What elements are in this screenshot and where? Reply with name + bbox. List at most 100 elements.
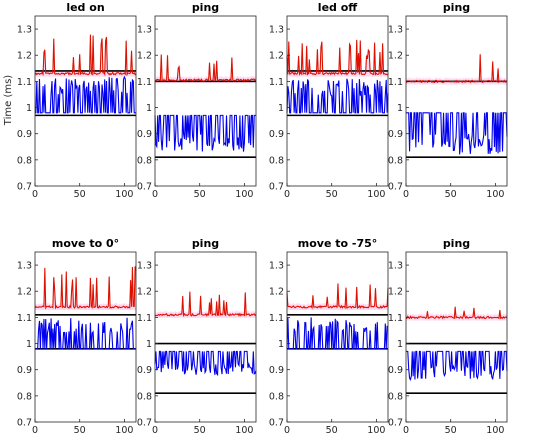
y-tick-label: 0.8 — [269, 391, 284, 402]
y-tick-label: 1 — [26, 339, 32, 350]
blue-series-line — [286, 78, 389, 114]
y-tick-label: 0.7 — [137, 418, 152, 429]
subplot-3: led off 0.7 0.8 0.9 1 1.1 1.2 1.3 0 50 100 — [269, 1, 389, 200]
blue-series-line — [154, 350, 257, 377]
subplot-4: ping 0.7 0.8 0.9 1 1.1 1.2 1.3 0 50 100 — [388, 1, 508, 200]
red-series-band — [155, 51, 256, 84]
subplot-title: led on — [66, 1, 104, 14]
y-tick-label: 0.9 — [269, 129, 284, 140]
x-tick-label: 50 — [74, 425, 86, 436]
y-tick-label: 1.2 — [388, 287, 403, 298]
x-tick-label: 50 — [326, 189, 338, 200]
subplot-title: move to 0° — [52, 237, 119, 250]
x-tick-label: 100 — [115, 425, 133, 436]
y-tick-label: 1 — [278, 339, 284, 350]
y-tick-label: 0.9 — [137, 129, 152, 140]
x-tick-label: 100 — [367, 425, 385, 436]
axes-box — [405, 251, 508, 423]
x-tick-label: 0 — [32, 425, 38, 436]
x-tick-label: 100 — [235, 425, 253, 436]
blue-series-line — [286, 317, 389, 350]
y-tick-label: 1.1 — [137, 313, 152, 324]
red-series-band — [35, 263, 136, 311]
y-tick-label: 0.9 — [388, 365, 403, 376]
y-tick-label: 1.3 — [388, 25, 403, 36]
x-tick-label: 50 — [445, 189, 457, 200]
y-tick-label: 1.2 — [17, 51, 32, 62]
x-tick-label: 50 — [445, 425, 457, 436]
y-tick-label: 1.1 — [17, 77, 32, 88]
subplot-title: ping — [192, 1, 219, 14]
axes-box — [34, 15, 137, 187]
x-tick-label: 0 — [403, 425, 409, 436]
y-tick-label: 0.9 — [17, 129, 32, 140]
blue-series-line — [35, 75, 136, 114]
red-series-line — [34, 266, 137, 310]
red-series-line — [286, 283, 389, 310]
y-tick-label: 1.1 — [17, 313, 32, 324]
x-tick-label: 100 — [115, 189, 133, 200]
y-tick-label: 0.8 — [137, 391, 152, 402]
x-tick-label: 0 — [32, 189, 38, 200]
red-series-line — [154, 291, 257, 318]
y-tick-label: 0.8 — [388, 391, 403, 402]
x-tick-label: 100 — [367, 189, 385, 200]
y-tick-label: 1.3 — [269, 25, 284, 36]
y-tick-label: 0.7 — [17, 418, 32, 429]
y-tick-label: 1.3 — [17, 25, 32, 36]
x-tick-label: 50 — [326, 425, 338, 436]
blue-series-line — [406, 112, 508, 155]
y-tick-label: 1.3 — [137, 261, 152, 272]
subplot-5: move to 0° 0.7 0.8 0.9 1 1.1 1.2 1.3 0 50 100 — [17, 237, 137, 436]
red-series-line — [34, 34, 137, 77]
red-series-line — [286, 39, 389, 76]
y-tick-label: 0.7 — [269, 418, 284, 429]
y-tick-label: 1.2 — [137, 51, 152, 62]
y-tick-label: 1.1 — [388, 77, 403, 88]
x-tick-label: 0 — [152, 189, 158, 200]
blue-series-line — [35, 317, 136, 350]
y-tick-label: 0.7 — [17, 182, 32, 193]
blue-series-line — [154, 114, 256, 152]
y-tick-label: 0.8 — [137, 155, 152, 166]
subplot-title: ping — [443, 1, 470, 14]
y-tick-label: 0.8 — [17, 391, 32, 402]
y-tick-label: 0.7 — [388, 418, 403, 429]
subplot-2: ping 0.7 0.8 0.9 1 1.1 1.2 1.3 0 50 100 — [137, 1, 257, 200]
y-tick-label: 0.9 — [269, 365, 284, 376]
y-tick-label: 1.2 — [269, 51, 284, 62]
axes-box — [154, 251, 257, 423]
subplot-6: ping 0.7 0.8 0.9 1 1.1 1.2 1.3 0 50 100 — [137, 237, 257, 436]
subplot-title: move to -75° — [298, 237, 378, 250]
y-tick-label: 1 — [397, 339, 403, 350]
x-tick-label: 100 — [486, 189, 504, 200]
red-series-line — [405, 54, 508, 84]
y-tick-label: 1.2 — [137, 287, 152, 298]
y-tick-label: 1.3 — [269, 261, 284, 272]
axes-box — [34, 251, 137, 423]
y-tick-label: 1.3 — [17, 261, 32, 272]
y-tick-label: 1 — [397, 103, 403, 114]
red-series-line — [154, 54, 257, 83]
red-series-band — [35, 31, 136, 77]
subplot-7: move to -75° 0.7 0.8 0.9 1 1.1 1.2 1.3 0 50 100 — [269, 237, 389, 436]
subplot-1: led on 0.7 0.8 0.9 1 1.1 1.2 1.3 0 50 100 — [17, 1, 137, 200]
x-tick-label: 50 — [194, 425, 206, 436]
y-tick-label: 0.8 — [269, 155, 284, 166]
red-series-line — [405, 306, 508, 320]
y-tick-label: 1.2 — [269, 287, 284, 298]
y-tick-label: 1.1 — [269, 77, 284, 88]
axes-box — [286, 251, 389, 423]
y-tick-label: 1.1 — [269, 313, 284, 324]
y-axis-label: Time (ms) — [3, 75, 14, 127]
x-tick-label: 0 — [284, 189, 290, 200]
x-tick-label: 50 — [74, 189, 86, 200]
subplot-title: led off — [318, 1, 357, 14]
y-tick-label: 0.7 — [269, 182, 284, 193]
y-tick-label: 1 — [146, 339, 152, 350]
y-tick-label: 0.9 — [17, 365, 32, 376]
x-tick-label: 0 — [284, 425, 290, 436]
x-tick-label: 50 — [194, 189, 206, 200]
axes-box — [405, 15, 508, 187]
